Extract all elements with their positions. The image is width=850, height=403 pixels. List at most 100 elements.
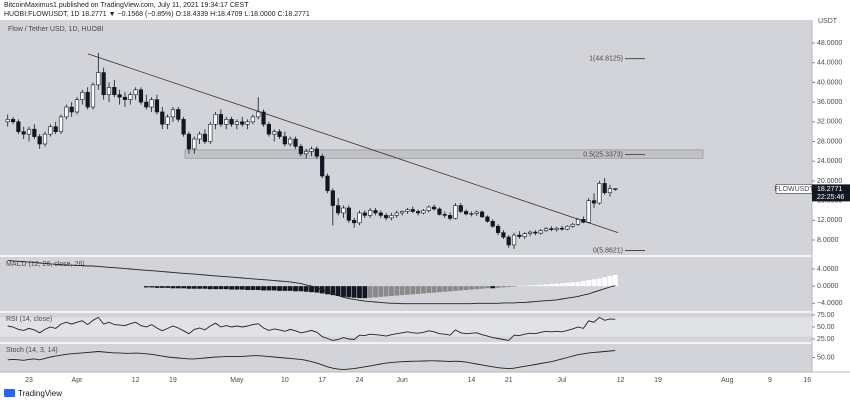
macd-histogram-bar xyxy=(250,286,256,290)
candle-body xyxy=(128,94,133,100)
trendline xyxy=(87,53,619,234)
candle-body xyxy=(575,219,581,225)
candle-body xyxy=(421,210,426,214)
candle-body xyxy=(565,225,570,230)
candle-body xyxy=(218,114,224,125)
y-tick-label: 40.0000 xyxy=(817,79,842,86)
macd-histogram-bar xyxy=(421,286,426,294)
y-tick-label: 4.0000 xyxy=(817,266,839,273)
macd-histogram-bar xyxy=(143,286,149,288)
macd-histogram-bar xyxy=(410,286,416,295)
candle-body xyxy=(186,133,192,150)
macd-histogram-bar xyxy=(474,286,480,290)
macd-histogram-bar xyxy=(149,286,155,288)
candle-body xyxy=(5,119,10,123)
candle-body xyxy=(144,101,149,108)
macd-histogram-bar xyxy=(426,286,432,293)
candle-body xyxy=(581,219,586,223)
y-tick-label: 0.0000 xyxy=(817,283,839,290)
macd-histogram-bar xyxy=(335,286,341,296)
candle-body xyxy=(416,211,421,214)
candle-body xyxy=(309,148,314,152)
macd-histogram-bar xyxy=(442,286,448,292)
macd-histogram-bar xyxy=(186,286,192,289)
candle-body xyxy=(549,228,554,230)
macd-histogram-bar xyxy=(564,282,570,287)
candle-body xyxy=(122,96,128,100)
chart-title: Flow / Tether USD, 1D, HUOBI xyxy=(8,26,104,33)
macd-histogram-bar xyxy=(191,286,197,289)
candle-body xyxy=(384,215,389,219)
macd-histogram-bar xyxy=(175,286,181,289)
y-tick-label: 36.0000 xyxy=(817,99,842,106)
macd-histogram-bar xyxy=(293,286,298,292)
y-tick-label: 50.00 xyxy=(817,324,835,331)
macd-histogram-bar xyxy=(447,286,453,292)
x-tick-label: 19 xyxy=(169,377,177,384)
candle-body xyxy=(517,234,522,237)
candle-body xyxy=(80,91,85,100)
macd-histogram-bar xyxy=(282,286,288,291)
macd-histogram-bar xyxy=(575,281,581,287)
candle-body xyxy=(85,91,90,108)
pane-label: Stoch (14, 3, 14) xyxy=(6,347,58,354)
candle-body xyxy=(586,200,591,223)
macd-histogram-bar xyxy=(548,284,554,287)
candle-body xyxy=(474,211,479,214)
macd-histogram-bar xyxy=(527,285,533,287)
candle-body xyxy=(90,84,96,108)
macd-histogram-bar xyxy=(554,283,560,287)
candle-body xyxy=(112,87,117,96)
candle-body xyxy=(538,230,543,234)
macd-histogram-bar xyxy=(303,286,309,292)
x-tick-label: 17 xyxy=(318,377,326,384)
candle-body xyxy=(74,99,80,113)
candle-body xyxy=(69,106,74,113)
symbol-tag-label: FLOWUSDT xyxy=(774,186,814,193)
candle-body xyxy=(522,233,527,237)
candle-body xyxy=(591,200,597,204)
candle-body xyxy=(256,111,261,118)
candle-body xyxy=(160,111,165,125)
macd-histogram-bar xyxy=(223,286,229,290)
x-tick-label: May xyxy=(230,377,244,384)
x-tick-label: 9 xyxy=(768,377,772,384)
candle-body xyxy=(106,87,112,96)
candle-body xyxy=(410,209,415,212)
candle-body xyxy=(277,131,282,137)
macd-histogram-bar xyxy=(271,286,277,291)
macd-histogram-bar xyxy=(431,286,437,293)
candle-body xyxy=(490,221,495,227)
y-tick-label: 25.00 xyxy=(817,336,835,343)
candle-body xyxy=(559,227,565,230)
x-tick-label: 19 xyxy=(654,377,662,384)
macd-histogram-bar xyxy=(309,286,314,293)
macd-histogram-bar xyxy=(479,286,485,289)
candle-body xyxy=(463,211,469,215)
y-tick-label: 24.0000 xyxy=(817,158,842,165)
candle-body xyxy=(272,131,277,135)
footer-brand[interactable]: TradingView xyxy=(18,389,62,398)
macd-histogram-bar xyxy=(239,286,245,290)
macd-histogram-bar xyxy=(378,286,384,297)
macd-histogram-bar xyxy=(415,286,421,294)
candle-body xyxy=(261,111,266,125)
macd-histogram-bar xyxy=(612,275,618,287)
x-tick-label: Apr xyxy=(72,377,84,384)
macd-histogram-bar xyxy=(389,286,394,296)
macd-histogram-bar xyxy=(245,286,250,290)
macd-histogram-bar xyxy=(314,286,320,293)
candle-body xyxy=(426,206,431,211)
macd-histogram-bar xyxy=(463,286,469,290)
y-tick-label: 8.0000 xyxy=(817,237,839,244)
candle-body xyxy=(293,138,298,147)
candle-body xyxy=(208,123,213,142)
macd-histogram-bar xyxy=(181,286,186,289)
macd-histogram-bar xyxy=(351,286,357,298)
candle-body xyxy=(304,151,309,155)
pane-label: MACD (12, 26, close, 26) xyxy=(6,261,85,268)
x-tick-label: 24 xyxy=(356,377,364,384)
macd-histogram-bar xyxy=(399,286,405,296)
candle-body xyxy=(330,190,335,206)
candle-body xyxy=(458,205,463,212)
